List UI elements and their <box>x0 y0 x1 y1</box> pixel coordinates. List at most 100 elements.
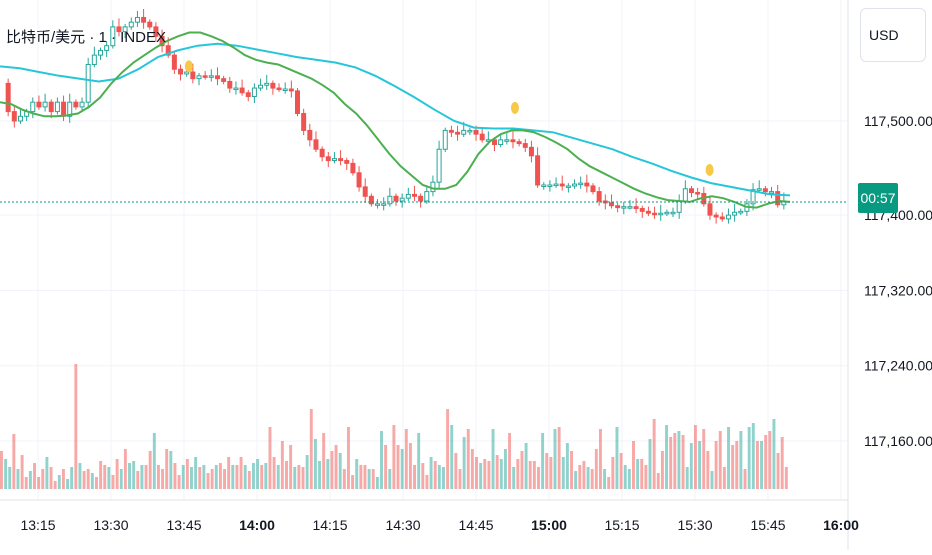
volume-bar <box>305 455 309 489</box>
volume-bar <box>446 409 450 489</box>
candle-body <box>596 191 602 202</box>
candle-body <box>399 197 405 202</box>
volume-bar <box>689 443 693 489</box>
volume-bar <box>594 449 598 489</box>
candle-body <box>461 129 467 135</box>
candle-body <box>233 87 239 91</box>
volume-bar <box>367 469 371 489</box>
volume-bar <box>351 475 355 489</box>
time-tick-label: 15:00 <box>531 517 567 533</box>
time-tick-label: 14:00 <box>239 517 275 533</box>
price-tick-label: 117,320.00 <box>864 282 932 298</box>
volume-bar <box>574 471 578 489</box>
volume-bar <box>41 469 45 489</box>
candle-body <box>42 101 48 108</box>
volume-bar <box>611 457 615 489</box>
candle-body <box>541 184 547 187</box>
volume-bar <box>437 465 441 489</box>
candle-body <box>769 191 775 194</box>
volume-bar <box>660 451 664 489</box>
volume-bar <box>404 429 408 489</box>
volume-bar <box>698 441 702 489</box>
candle-body <box>85 64 91 103</box>
candle-body <box>344 160 350 164</box>
candle-body <box>245 92 251 98</box>
volume-bar <box>710 471 714 489</box>
volume-bar <box>86 469 90 489</box>
candle-body <box>165 45 171 56</box>
countdown-label: 00:57 <box>860 190 896 206</box>
volume-bar <box>417 433 421 489</box>
volume-bar <box>95 477 98 489</box>
volume-bar <box>247 471 251 489</box>
candle-body <box>227 80 233 89</box>
candle-body <box>331 158 337 162</box>
volume-bars <box>0 364 788 489</box>
volume-bar <box>16 469 20 489</box>
volume-bar <box>462 437 466 489</box>
candle-body <box>54 101 60 113</box>
volume-bar <box>681 435 685 489</box>
volume-bar <box>491 429 495 489</box>
volume-bar <box>181 465 185 489</box>
volume-bar <box>338 453 342 489</box>
candle-body <box>565 185 571 188</box>
volume-bar <box>169 451 173 489</box>
volume-bar <box>483 459 487 489</box>
volume-bar <box>499 459 503 489</box>
candle-body <box>522 143 528 148</box>
volume-bar <box>516 459 520 489</box>
candle-body <box>17 115 23 122</box>
volume-bar <box>760 441 764 489</box>
candle-body <box>313 139 319 150</box>
volume-bar <box>342 469 346 489</box>
volume-bar <box>743 469 747 489</box>
volume-bar <box>375 477 379 489</box>
candle-body <box>178 68 184 75</box>
volume-bar <box>714 441 718 489</box>
volume-bar <box>636 459 640 489</box>
volume-bar <box>256 459 260 489</box>
time-tick-label: 13:30 <box>93 517 128 533</box>
volume-bar <box>673 433 677 489</box>
volume-bar <box>706 451 710 489</box>
candle-body <box>553 183 559 187</box>
candle-body <box>775 191 781 206</box>
candle-body <box>307 129 313 141</box>
candle-body <box>756 188 762 191</box>
volume-bar <box>669 437 673 489</box>
candle-body <box>276 87 282 91</box>
candle-body <box>645 210 651 214</box>
volume-bar <box>156 465 160 489</box>
volume-bar <box>280 441 284 489</box>
volume-bar <box>190 467 193 489</box>
volume-bar <box>454 453 458 489</box>
volume-bar <box>334 445 338 489</box>
candle-body <box>141 16 147 23</box>
candle-body <box>658 212 664 216</box>
candle-body <box>516 141 522 145</box>
volume-bar <box>665 425 669 489</box>
volume-bar <box>132 461 136 489</box>
volume-bar <box>185 459 189 489</box>
time-tick-label: 14:30 <box>385 517 420 533</box>
volume-bar <box>487 461 491 489</box>
volume-bar <box>623 465 627 489</box>
candle-body <box>393 195 399 202</box>
currency-selector[interactable]: USD <box>860 8 926 62</box>
volume-bar <box>330 451 334 489</box>
volume-bar <box>570 451 573 489</box>
volume-bar <box>239 457 243 489</box>
candle-body <box>725 214 731 220</box>
volume-bar <box>285 461 288 489</box>
volume-bar <box>346 427 350 489</box>
volume-bar <box>735 441 739 489</box>
candle-body <box>79 101 85 108</box>
candle-body <box>325 156 331 162</box>
volume-bar <box>82 471 86 489</box>
volume-bar <box>214 465 218 489</box>
symbol-legend[interactable]: 比特币/美元 · 1 · INDEX <box>6 26 166 47</box>
candle-body <box>221 78 227 82</box>
candle-body <box>116 26 122 33</box>
